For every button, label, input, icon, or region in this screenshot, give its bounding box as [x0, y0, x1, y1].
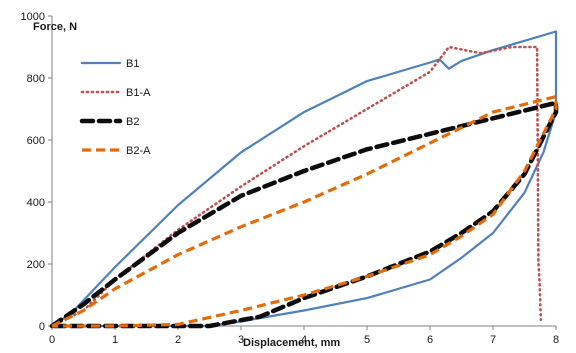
legend-label-b2: B2 — [126, 116, 139, 128]
series-line-b2 — [49, 100, 559, 329]
y-tick-label: 600 — [27, 135, 45, 147]
legend-label-b1-a: B1-A — [126, 87, 151, 99]
x-tick-label: 1 — [112, 334, 118, 346]
x-tick-label: 0 — [49, 334, 55, 346]
y-tick-label: 200 — [27, 259, 45, 271]
series-line-b2-a — [51, 94, 558, 328]
x-tick-label: 2 — [175, 334, 181, 346]
series-layer — [49, 30, 559, 329]
legend: B1 B1-A B2 B2-A — [79, 58, 151, 157]
y-tick-label: 1000 — [21, 11, 45, 23]
legend-label-b2-a: B2-A — [126, 145, 151, 157]
y-tick-label: 0 — [39, 321, 45, 333]
y-axis-ticks: 0 200 400 600 800 1000 — [21, 11, 52, 333]
x-tick-label: 6 — [427, 334, 433, 346]
y-tick-label: 400 — [27, 197, 45, 209]
x-tick-label: 5 — [364, 334, 370, 346]
y-tick-label: 800 — [27, 73, 45, 85]
x-tick-label: 3 — [238, 334, 244, 346]
x-tick-label: 8 — [553, 334, 559, 346]
y-axis-title: Force, N — [33, 21, 77, 33]
x-tick-label: 4 — [301, 334, 307, 346]
x-tick-label: 7 — [490, 334, 496, 346]
x-axis-title: Displacement, mm — [243, 337, 340, 349]
legend-label-b1: B1 — [126, 58, 139, 70]
